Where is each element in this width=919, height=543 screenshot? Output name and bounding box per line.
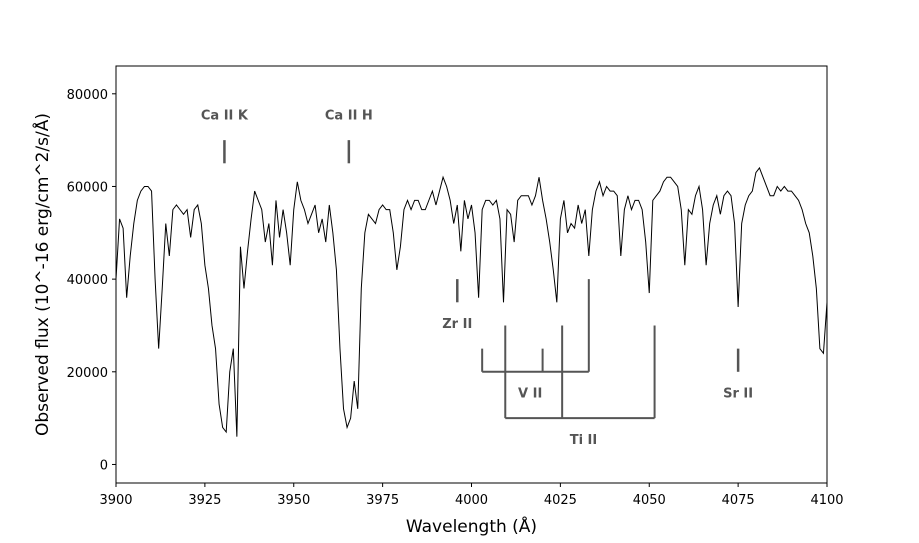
y-axis: 0 20000 40000 60000 80000	[67, 88, 116, 473]
x-tick-label: 3900	[99, 493, 132, 508]
series-line-spectrum	[115, 166, 828, 437]
x-tick-label: 3950	[277, 493, 310, 508]
annotation-label: Sr II	[723, 387, 753, 402]
annotation-label: Zr II	[442, 317, 472, 332]
y-tick-label: 0	[100, 458, 108, 473]
x-tick-label: 4025	[544, 493, 577, 508]
annotations: Ca II K Ca II H Zr II Sr II V II Ti II	[201, 109, 753, 448]
y-tick-label: 60000	[67, 180, 108, 195]
annotation-label: Ca II K	[201, 109, 249, 124]
y-tick-label: 80000	[67, 88, 108, 103]
x-axis: 3900 3925 3950 3975 4000 4025 4050 4075 4100	[99, 483, 844, 508]
x-tick-label: 4000	[455, 493, 488, 508]
group-label: Ti II	[570, 433, 598, 448]
x-tick-label: 3925	[188, 493, 221, 508]
annotation-label: Ca II H	[325, 109, 373, 124]
x-tick-label: 4100	[810, 493, 843, 508]
y-tick-label: 40000	[67, 273, 108, 288]
plot-frame	[115, 65, 828, 484]
x-tick-label: 3975	[366, 493, 399, 508]
y-tick-label: 20000	[67, 366, 108, 381]
x-tick-label: 4050	[633, 493, 666, 508]
x-tick-label: 4075	[722, 493, 755, 508]
group-label: V II	[518, 387, 542, 402]
y-axis-label: Observed flux (10^-16 erg/cm^2/s/Å)	[31, 113, 53, 436]
x-axis-label: Wavelength (Å)	[406, 515, 537, 537]
